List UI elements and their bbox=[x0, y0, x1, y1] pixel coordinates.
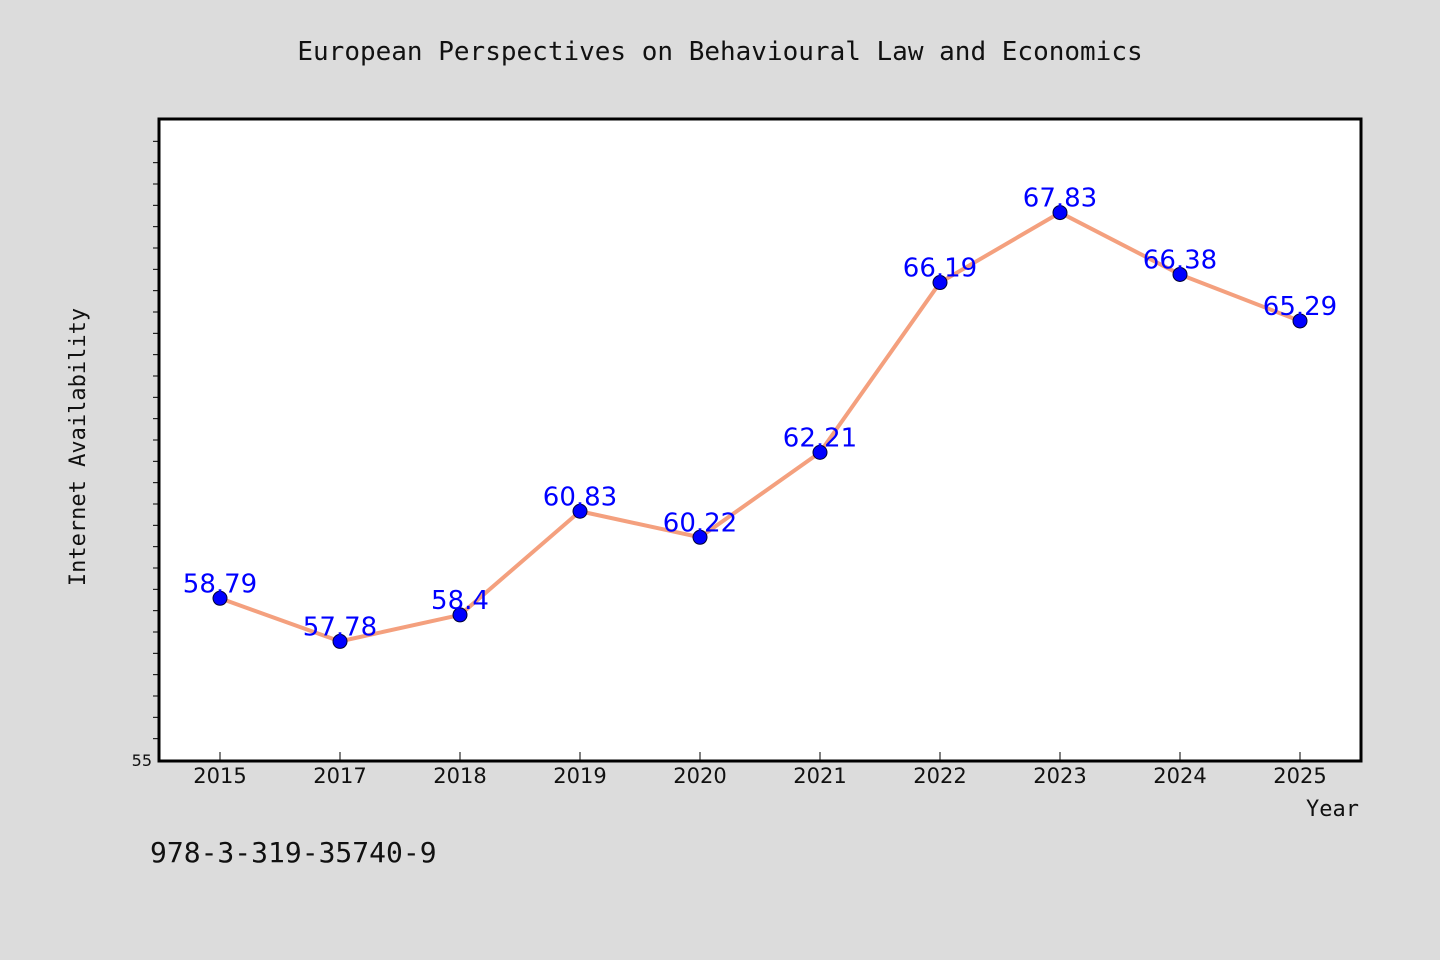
data-point bbox=[332, 633, 348, 649]
footnote-isbn: 978-3-319-35740-9 bbox=[150, 836, 437, 869]
data-label: 66.38 bbox=[1143, 245, 1217, 275]
x-axis-label: Year bbox=[1306, 797, 1359, 822]
data-point bbox=[452, 607, 468, 623]
data-point bbox=[1052, 205, 1068, 221]
data-point bbox=[212, 590, 228, 606]
series-line bbox=[219, 210, 1301, 644]
data-label: 58.79 bbox=[183, 569, 257, 599]
data-label: 65.29 bbox=[1263, 292, 1337, 322]
data-point bbox=[812, 444, 828, 460]
y-tick-label: 55 bbox=[132, 751, 152, 770]
data-label: 60.83 bbox=[543, 482, 617, 512]
data-point bbox=[932, 275, 948, 291]
plot-area bbox=[157, 117, 1363, 763]
data-point bbox=[692, 529, 708, 545]
x-tick-label: 2020 bbox=[673, 764, 726, 788]
data-label: 57.78 bbox=[303, 612, 377, 642]
data-label: 62.21 bbox=[783, 423, 857, 453]
x-axis-ticks: 2015 2017 2018 2019 2020 2021 2022 2023 2024 2025 bbox=[193, 752, 1327, 788]
data-label: 58.4 bbox=[431, 586, 489, 616]
x-tick-label: 2022 bbox=[913, 764, 966, 788]
x-tick-label: 2015 bbox=[193, 764, 246, 788]
x-tick-label: 2019 bbox=[553, 764, 606, 788]
x-tick-label: 2024 bbox=[1153, 764, 1206, 788]
x-tick-label: 2021 bbox=[793, 764, 846, 788]
x-tick-label: 2023 bbox=[1033, 764, 1086, 788]
y-axis-label: Internet Availability bbox=[66, 308, 91, 586]
data-label: 66.19 bbox=[903, 254, 977, 284]
y-axis-ticks bbox=[153, 140, 160, 740]
data-point bbox=[1172, 266, 1188, 282]
x-tick-label: 2017 bbox=[313, 764, 366, 788]
data-point bbox=[572, 503, 588, 519]
data-markers bbox=[212, 205, 1308, 649]
data-label: 67.83 bbox=[1023, 184, 1097, 214]
data-labels: 58.79 57.78 58.4 60.83 60.22 62.21 66.19 67.83 6… bbox=[183, 184, 1337, 643]
data-label: 60.22 bbox=[663, 508, 737, 538]
data-point bbox=[1292, 313, 1308, 329]
x-tick-label: 2025 bbox=[1273, 764, 1326, 788]
x-tick-label: 2018 bbox=[433, 764, 486, 788]
chart-title: European Perspectives on Behavioural Law… bbox=[297, 37, 1142, 67]
